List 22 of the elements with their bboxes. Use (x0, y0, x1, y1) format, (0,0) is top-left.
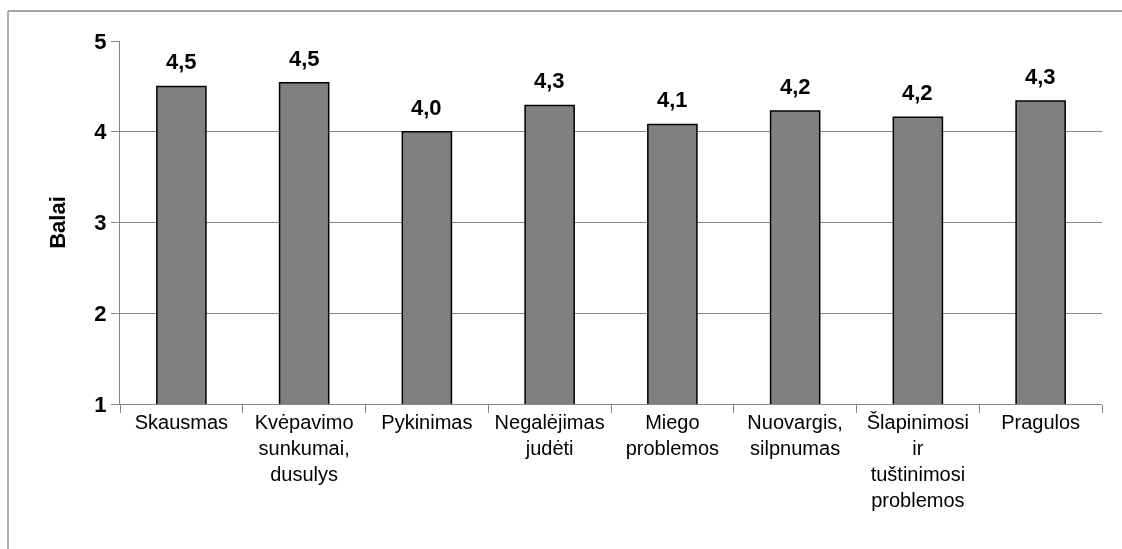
y-tick-label: 4 (94, 119, 108, 145)
x-tick-label: Pragulos (1001, 411, 1081, 434)
y-tick-label: 2 (94, 300, 107, 326)
y-tick-label: 1 (94, 391, 107, 417)
data-label: 4,5 (166, 49, 197, 74)
x-tick-label: Skausmas (134, 411, 229, 434)
x-tick-label: Nuovargis, silpnumas (747, 411, 843, 460)
x-tick-label: Negalėjimas judėti (494, 411, 605, 460)
x-tick-label: Miego problemos (625, 411, 720, 460)
data-label: 4,5 (289, 46, 320, 71)
data-label: 4,3 (534, 68, 565, 93)
data-label: 4,0 (411, 95, 442, 120)
y-tick-label: 3 (94, 210, 107, 236)
data-label: 4,3 (1025, 64, 1056, 89)
x-tick-label: Šlapinimosi ir tuštinimosi problemos (866, 411, 970, 512)
y-tick-label: 5 (94, 28, 107, 54)
data-label: 4,2 (902, 80, 933, 105)
x-tick-label: Kvėpavimo sunkumai, dusulys (254, 411, 354, 486)
data-label: 4,2 (780, 74, 811, 99)
data-label: 4,1 (657, 87, 688, 112)
x-tick-label: Pykinimas (381, 411, 473, 434)
y-axis-title: Balai (45, 196, 70, 249)
